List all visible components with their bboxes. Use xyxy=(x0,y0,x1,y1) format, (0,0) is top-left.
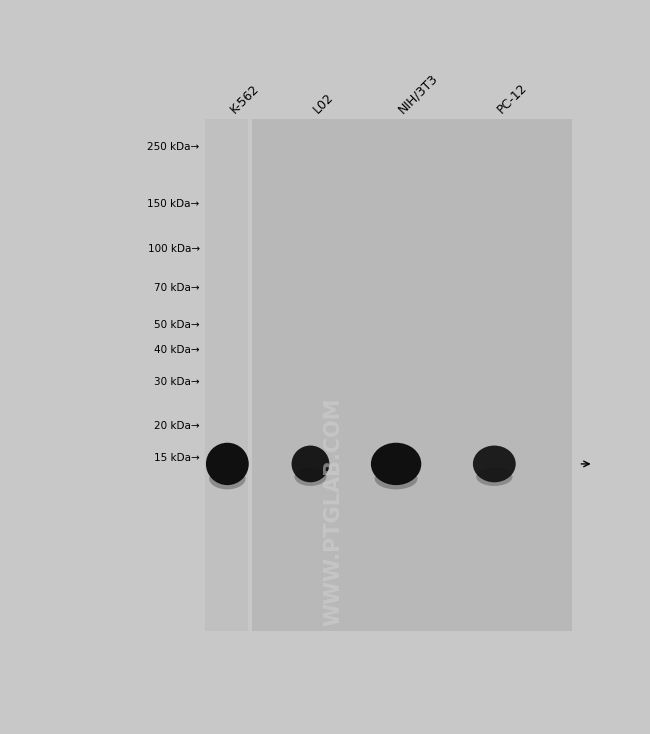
Text: 150 kDa→: 150 kDa→ xyxy=(148,199,200,209)
Text: L02: L02 xyxy=(311,91,336,117)
Ellipse shape xyxy=(473,446,515,482)
Text: 20 kDa→: 20 kDa→ xyxy=(154,421,200,432)
Ellipse shape xyxy=(209,468,246,490)
Ellipse shape xyxy=(476,468,512,486)
Ellipse shape xyxy=(374,468,417,490)
Text: 70 kDa→: 70 kDa→ xyxy=(154,283,200,293)
Text: 15 kDa→: 15 kDa→ xyxy=(154,454,200,463)
Text: 250 kDa→: 250 kDa→ xyxy=(148,142,200,153)
Ellipse shape xyxy=(294,468,326,486)
Text: K-562: K-562 xyxy=(227,82,261,117)
Ellipse shape xyxy=(292,446,330,482)
Text: 50 kDa→: 50 kDa→ xyxy=(154,320,200,330)
Ellipse shape xyxy=(371,443,421,485)
Text: 100 kDa→: 100 kDa→ xyxy=(148,244,200,254)
Text: PC-12: PC-12 xyxy=(494,81,529,117)
FancyBboxPatch shape xyxy=(205,119,248,631)
Text: NIH/3T3: NIH/3T3 xyxy=(396,72,441,117)
Text: WWW.PTGLAB.COM: WWW.PTGLAB.COM xyxy=(323,398,343,626)
Text: 30 kDa→: 30 kDa→ xyxy=(154,377,200,387)
Text: 40 kDa→: 40 kDa→ xyxy=(154,345,200,355)
FancyBboxPatch shape xyxy=(252,119,573,631)
Ellipse shape xyxy=(206,443,249,485)
